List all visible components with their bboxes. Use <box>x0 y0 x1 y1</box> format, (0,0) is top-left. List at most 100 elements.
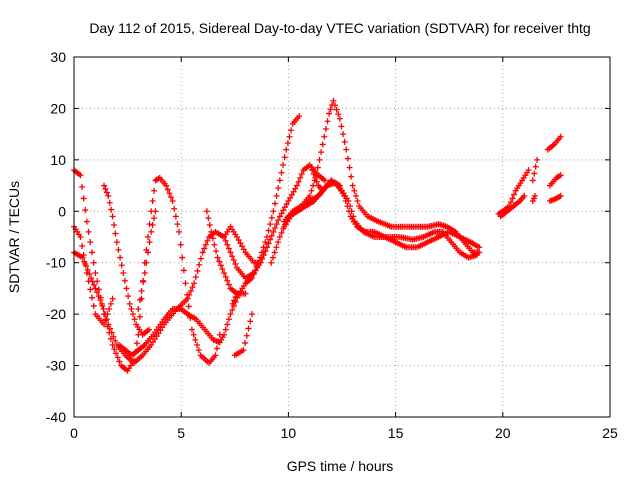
data-point <box>260 252 267 258</box>
data-point <box>521 192 528 199</box>
series-track-6 <box>135 208 159 312</box>
data-point <box>213 345 220 352</box>
data-point <box>268 232 275 239</box>
data-point <box>216 258 223 265</box>
data-point <box>343 146 350 153</box>
data-point <box>91 282 98 288</box>
data-point <box>224 241 231 248</box>
data-point <box>101 182 108 189</box>
data-point <box>109 213 116 220</box>
data-point <box>79 243 86 249</box>
data-point <box>213 248 220 255</box>
data-point <box>146 326 153 333</box>
data-point <box>87 239 94 246</box>
data-point <box>209 235 216 242</box>
data-point <box>108 206 115 213</box>
data-point <box>166 190 173 197</box>
data-point <box>171 205 178 212</box>
data-point <box>272 225 278 231</box>
data-point <box>225 281 232 288</box>
y-tick-label: -10 <box>46 255 66 271</box>
data-point <box>265 227 272 234</box>
data-point <box>118 262 125 269</box>
data-point <box>531 192 538 199</box>
series-track-1 <box>71 167 223 374</box>
data-point <box>280 162 287 168</box>
data-point <box>283 201 290 208</box>
x-tick-label: 20 <box>495 425 511 441</box>
data-point <box>120 270 127 276</box>
data-point <box>230 257 237 264</box>
series-track-10 <box>231 311 255 359</box>
grid-lines <box>74 57 610 417</box>
data-point <box>476 244 483 251</box>
series-track-19 <box>544 133 564 153</box>
data-point <box>86 271 93 278</box>
y-tick-label: -30 <box>46 358 66 374</box>
data-point <box>281 154 288 161</box>
series-track-17 <box>529 156 541 184</box>
series-track-15 <box>495 167 532 217</box>
data-point <box>202 241 209 248</box>
data-point <box>286 133 293 140</box>
data-point <box>557 172 564 179</box>
data-point <box>232 294 239 300</box>
data-point <box>108 329 115 336</box>
data-point <box>146 221 153 228</box>
data-point <box>151 215 158 222</box>
data-point <box>354 198 361 204</box>
data-point <box>114 354 121 361</box>
data-point <box>83 218 90 225</box>
data-point <box>288 191 295 198</box>
x-tick-label: 0 <box>70 425 78 441</box>
data-point <box>149 198 156 204</box>
data-point <box>217 262 224 269</box>
series-track-14 <box>308 167 343 194</box>
data-point <box>273 244 280 251</box>
data-point <box>268 214 275 221</box>
data-point <box>146 239 153 246</box>
data-point <box>225 316 232 323</box>
data-point <box>222 326 229 333</box>
data-point <box>231 297 238 304</box>
data-point <box>348 208 355 215</box>
data-point <box>212 352 219 359</box>
data-point <box>278 229 285 236</box>
data-point <box>340 131 347 138</box>
data-point <box>509 195 516 202</box>
y-tick-label: -20 <box>46 306 66 322</box>
data-point <box>288 127 295 134</box>
data-point <box>267 236 274 243</box>
data-point <box>326 110 333 117</box>
x-tick-label: 15 <box>388 425 404 441</box>
data-point <box>351 187 358 194</box>
data-point <box>110 333 117 340</box>
data-point <box>318 149 325 156</box>
data-point <box>106 306 113 312</box>
data-point <box>129 311 136 318</box>
data-point <box>186 291 193 298</box>
data-point <box>97 297 104 303</box>
data-point <box>168 194 175 201</box>
data-point <box>252 267 259 274</box>
data-point <box>111 346 118 353</box>
series-track-20 <box>546 172 564 189</box>
data-point <box>273 192 280 199</box>
data-point <box>529 177 536 184</box>
series-track-18 <box>529 192 538 204</box>
data-point <box>308 167 315 174</box>
data-point <box>112 337 119 344</box>
data-point <box>192 274 199 281</box>
data-point <box>211 241 218 248</box>
data-point <box>107 325 114 332</box>
data-point <box>276 177 283 184</box>
series-track-4 <box>101 182 153 338</box>
data-point <box>346 164 353 171</box>
data-point <box>121 277 128 284</box>
data-point <box>194 267 201 274</box>
data-point <box>94 289 101 296</box>
data-point <box>143 259 150 266</box>
data-point <box>205 215 212 222</box>
data-point <box>117 254 124 261</box>
